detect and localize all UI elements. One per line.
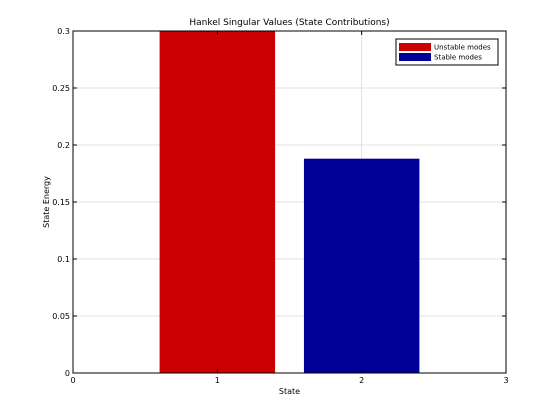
bars-group [159, 31, 420, 373]
bar-state-1 [159, 31, 276, 373]
legend-swatch [399, 43, 431, 51]
legend-label: Stable modes [434, 54, 482, 62]
legend: Unstable modes Stable modes [395, 38, 499, 66]
y-axis-ticks: 0 0.05 0.1 0.15 0.2 0.25 0.3 [52, 27, 506, 378]
x-axis-ticks: 0 1 2 3 [70, 31, 509, 385]
x-tick-label: 1 [215, 376, 220, 385]
legend-label: Unstable modes [434, 44, 491, 52]
y-tick-label: 0.05 [52, 312, 70, 321]
y-tick-label: 0.25 [52, 84, 70, 93]
y-axis-title: State Energy [42, 176, 51, 228]
chart-title: Hankel Singular Values (State Contributi… [189, 18, 389, 28]
y-tick-label: 0.3 [57, 27, 70, 36]
legend-swatch [399, 53, 431, 61]
x-tick-label: 0 [70, 376, 75, 385]
y-tick-label: 0.2 [57, 141, 70, 150]
y-tick-label: 0.1 [57, 255, 70, 264]
bar-state-2 [303, 158, 420, 373]
x-axis-title: State [279, 387, 300, 396]
y-tick-label: 0 [65, 369, 70, 378]
x-tick-label: 3 [503, 376, 508, 385]
y-tick-label: 0.15 [52, 198, 70, 207]
x-tick-label: 2 [359, 376, 364, 385]
